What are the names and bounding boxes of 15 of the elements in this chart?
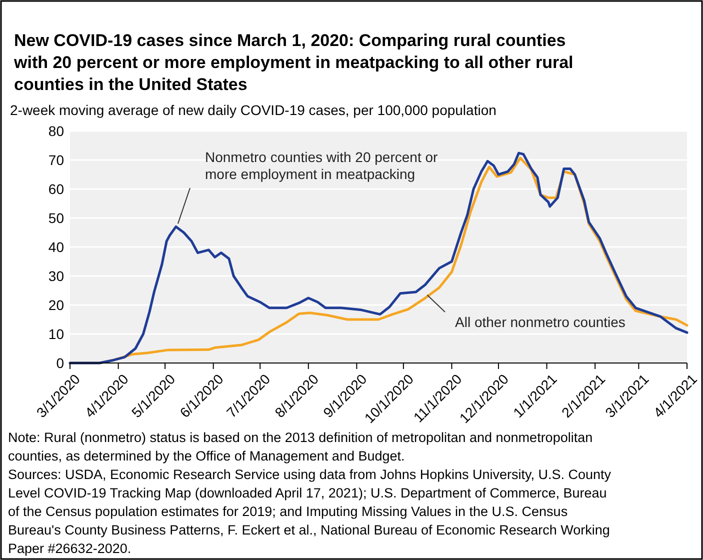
chart-title: New COVID-19 cases since March 1, 2020: Comparing rural counties with 20 percent or more employment in meatpacking to all other rural counties in the United States bbox=[13, 31, 574, 94]
y-tick-label: 50 bbox=[48, 210, 64, 226]
y-tick-label: 60 bbox=[48, 180, 64, 197]
text: Note: Rural (nonmetro) status is based on the 2013 definition of metropolitan and nonmetropolitan counties, as determined by the Office of Management and Budget. bbox=[8, 430, 593, 464]
source-note: Sources: USDA, Economic Research Service using data from Johns Hopkins University, U.S. County Level COVID-19 Tracking Map (downloaded April 17, 2021); U.S. Department of Commerce, Bureau of the Census population estimates for 2019; and Imputing Missing Values in the U.S. Census Bureau's County Business Patterns, F. Eckert et al., National Bureau of Economic Research Working Paper #26632-2020. bbox=[8, 467, 612, 556]
text: Nonmetro counties with 20 percent or more employment in meatpacking bbox=[205, 149, 438, 182]
y-tick-label: 30 bbox=[48, 268, 64, 284]
y-tick-label: 0 bbox=[56, 354, 64, 371]
y-tick-label: 70 bbox=[48, 152, 64, 168]
y-tick-label: 40 bbox=[48, 238, 64, 255]
chart-subtitle: 2-week moving average of new daily COVID-19 cases, per 100,000 population bbox=[10, 102, 496, 118]
y-tick-label: 20 bbox=[48, 296, 64, 313]
series-label: All other nonmetro counties bbox=[455, 314, 626, 330]
y-tick-label: 10 bbox=[48, 326, 64, 342]
y-tick-label: 80 bbox=[48, 122, 64, 139]
